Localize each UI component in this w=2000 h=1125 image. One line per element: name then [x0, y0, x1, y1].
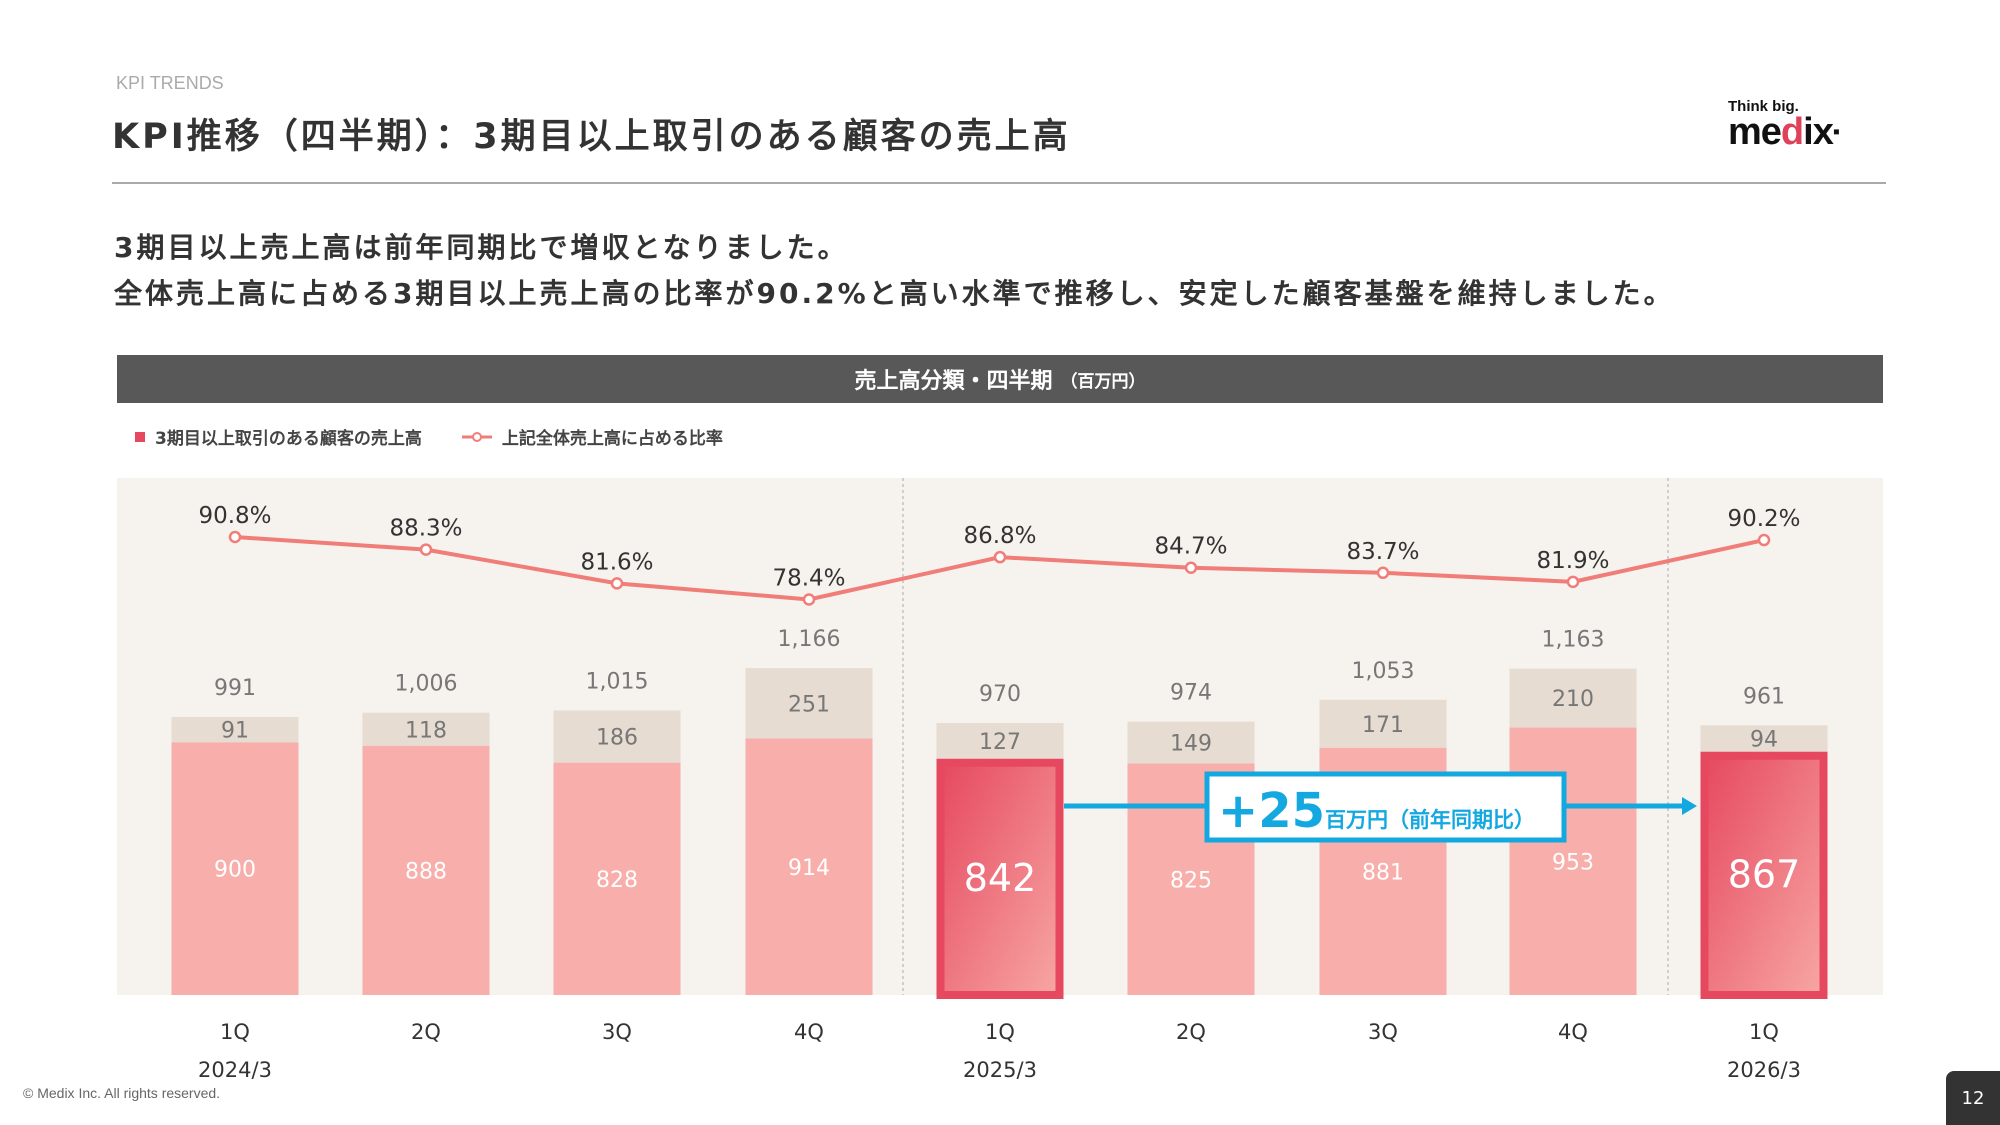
- annotation-text: +25百万円（前年同期比）: [1218, 783, 1535, 839]
- ratio-point: [1184, 561, 1198, 574]
- bar-main-highlight: [1700, 751, 1828, 999]
- bar-main-segment: [362, 745, 490, 995]
- bar-main-label: 881: [1362, 860, 1404, 885]
- ratio-label: 83.7%: [1346, 539, 1419, 565]
- x-tick-label: 2Q: [1176, 1020, 1206, 1044]
- bar-other-label: 186: [596, 726, 638, 751]
- ratio-point: [228, 530, 242, 544]
- bar-main-label: 828: [596, 868, 638, 893]
- bar-other-segment: [553, 710, 681, 763]
- ratio-label: 88.3%: [389, 516, 462, 542]
- ratio-label: 84.7%: [1154, 534, 1227, 560]
- ratio-label: 81.6%: [580, 549, 653, 575]
- x-year-label: 2024/3: [198, 1058, 272, 1082]
- bar-other-segment: [936, 723, 1064, 759]
- annotation-box: [1204, 771, 1567, 843]
- page-number: 12: [1946, 1071, 2000, 1125]
- bar-other-label: 91: [221, 719, 249, 744]
- bar-main-segment: [553, 762, 681, 995]
- legend-bar-swatch: [135, 431, 145, 442]
- bar-total-label: 991: [214, 676, 256, 701]
- ratio-point: [1757, 533, 1771, 547]
- bar-total-label: 1,166: [778, 627, 841, 652]
- bar-total-label: 1,053: [1352, 659, 1415, 684]
- ratio-point: [1376, 566, 1390, 580]
- bar-other-segment: [362, 712, 490, 746]
- bar-other-segment: [1319, 699, 1447, 748]
- ratio-point: [993, 550, 1007, 564]
- ratio-label: 78.4%: [772, 565, 845, 591]
- chart-title: 売上高分類・四半期: [854, 369, 1053, 394]
- x-tick-label: 1Q: [1749, 1020, 1779, 1044]
- ratio-point: [610, 577, 624, 590]
- bar-total-label: 1,006: [395, 672, 458, 697]
- bar-other-label: 149: [1170, 732, 1212, 757]
- bar-total-label: 970: [979, 682, 1021, 707]
- bar-total-label: 1,015: [586, 669, 649, 694]
- bar-other-segment: [745, 668, 873, 739]
- ratio-point: [1566, 575, 1580, 589]
- medix-logo: Think big. medix▪: [1728, 98, 1888, 153]
- x-tick-label: 2Q: [411, 1020, 441, 1044]
- x-tick-label: 3Q: [1368, 1020, 1398, 1044]
- x-tick-label: 3Q: [602, 1020, 632, 1044]
- bar-main-label: 867: [1728, 852, 1801, 896]
- ratio-point: [419, 543, 433, 556]
- bar-main-label: 953: [1552, 850, 1594, 875]
- bar-main-label: 825: [1170, 868, 1212, 893]
- x-tick-label: 1Q: [220, 1020, 250, 1044]
- x-year-label: 2026/3: [1727, 1058, 1801, 1082]
- bar-other-segment: [1700, 725, 1828, 752]
- section-kicker: KPI TRENDS: [116, 73, 224, 93]
- bar-total-label: 1,163: [1542, 628, 1605, 653]
- bar-other-segment: [171, 716, 299, 743]
- arrow-head-icon: [1682, 797, 1697, 815]
- x-tick-label: 4Q: [1558, 1020, 1588, 1044]
- bar-other-segment: [1509, 668, 1637, 728]
- bar-main-label: 900: [214, 858, 256, 883]
- copyright: © Medix Inc. All rights reserved.: [23, 1085, 221, 1101]
- chart-legend: 3期目以上取引のある顧客の売上高 上記全体売上高に占める比率: [135, 424, 723, 449]
- bar-main-segment: [171, 742, 299, 995]
- legend-line-swatch: [461, 431, 492, 442]
- bar-total-label: 961: [1743, 684, 1785, 709]
- ratio-label: 90.8%: [198, 503, 271, 529]
- chart-unit: （百万円）: [1060, 371, 1146, 392]
- bar-main-label: 842: [964, 856, 1037, 900]
- chart-title-band: 売上高分類・四半期 （百万円）: [117, 355, 1883, 403]
- bar-other-label: 210: [1552, 687, 1594, 712]
- bar-main-segment: [745, 738, 873, 995]
- x-tick-label: 4Q: [794, 1020, 824, 1044]
- bar-other-label: 94: [1750, 728, 1778, 753]
- bar-main-label: 888: [405, 859, 447, 884]
- bar-total-label: 974: [1170, 681, 1212, 706]
- ratio-label: 86.8%: [963, 523, 1036, 549]
- bar-other-label: 171: [1362, 713, 1404, 738]
- legend-bar-label: 3期目以上取引のある顧客の売上高: [155, 429, 422, 449]
- bar-other-label: 251: [788, 692, 830, 717]
- ratio-label: 90.2%: [1727, 506, 1800, 532]
- page-title: KPI推移（四半期）：3期目以上取引のある顧客の売上高: [112, 117, 1071, 157]
- bar-other-label: 127: [979, 730, 1021, 755]
- x-tick-label: 1Q: [985, 1020, 1015, 1044]
- ratio-label: 81.9%: [1536, 548, 1609, 574]
- bar-main-label: 914: [788, 856, 830, 881]
- x-year-label: 2025/3: [963, 1058, 1037, 1082]
- logo-wordmark: medix▪: [1728, 111, 1840, 153]
- legend-line-label: 上記全体売上高に占める比率: [501, 429, 723, 449]
- lead-text-1: 3期目以上売上高は前年同期比で増収となりました。: [114, 231, 849, 264]
- bar-other-label: 118: [405, 718, 447, 743]
- logo-tagline: Think big.: [1728, 98, 1799, 115]
- lead-text-2: 全体売上高に占める3期目以上売上高の比率が90.2%と高い水準で推移し、安定した…: [114, 277, 1675, 310]
- bar-other-segment: [1127, 721, 1255, 764]
- bar-main-highlight: [936, 758, 1064, 999]
- ratio-point: [802, 593, 816, 606]
- header-divider: [112, 182, 1886, 184]
